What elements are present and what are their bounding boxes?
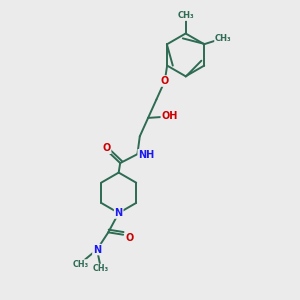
Text: O: O (160, 76, 169, 86)
Text: OH: OH (161, 111, 178, 122)
Text: CH₃: CH₃ (215, 34, 232, 43)
Text: CH₃: CH₃ (72, 260, 88, 269)
Text: NH: NH (138, 150, 154, 160)
Text: N: N (115, 208, 123, 218)
Text: CH₃: CH₃ (92, 264, 109, 273)
Text: O: O (102, 143, 111, 153)
Text: O: O (126, 233, 134, 243)
Text: N: N (93, 244, 101, 255)
Text: CH₃: CH₃ (177, 11, 194, 20)
